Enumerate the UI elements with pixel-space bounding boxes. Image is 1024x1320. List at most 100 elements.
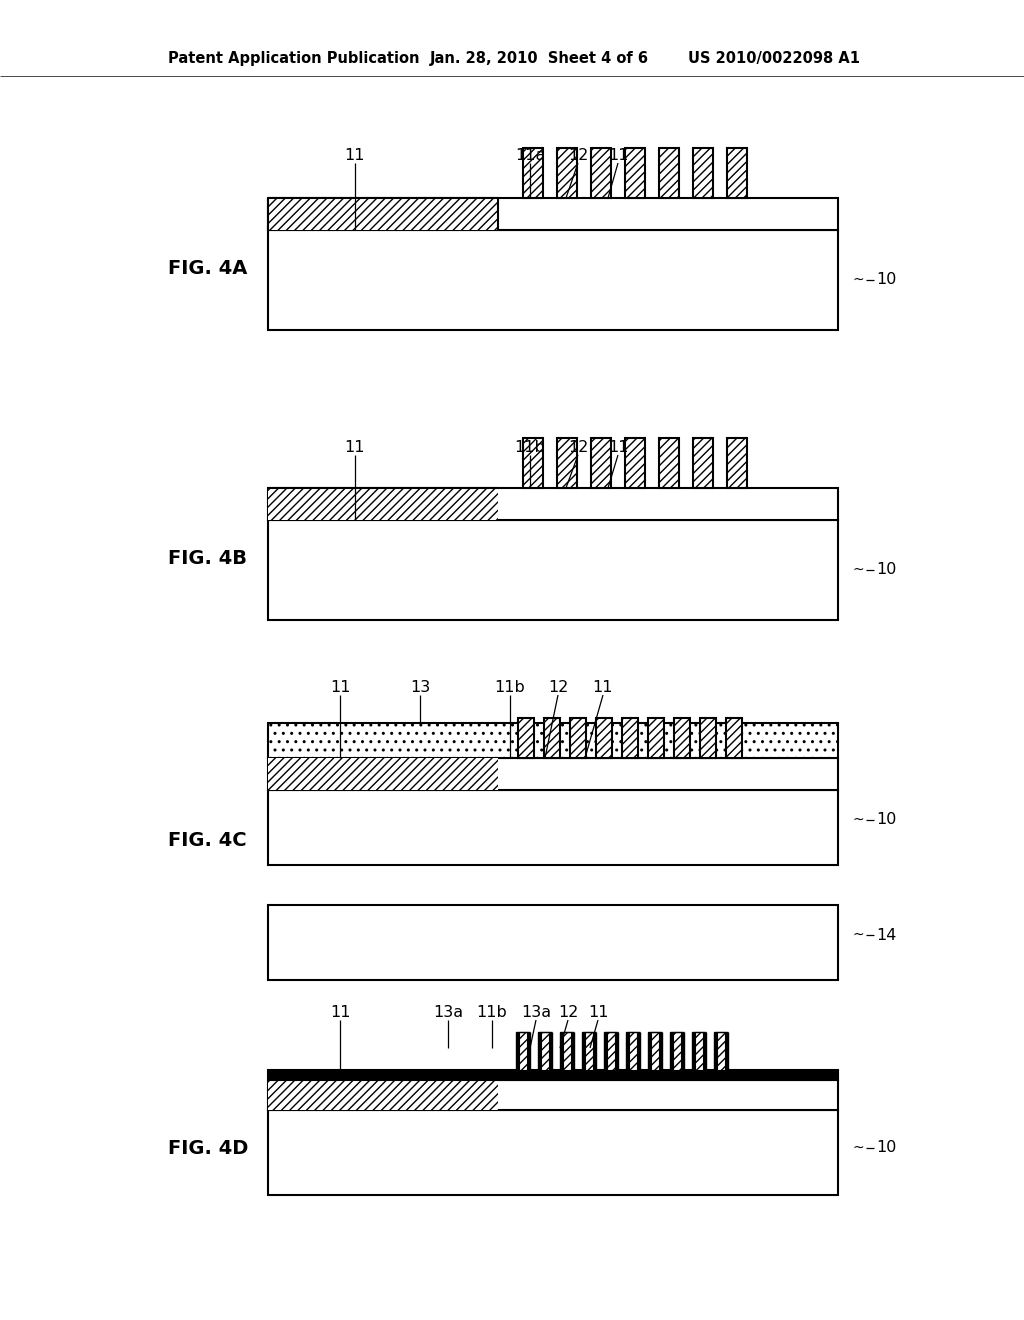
Bar	[700, 718, 716, 758]
Text: FIG. 4D: FIG. 4D	[168, 1138, 249, 1158]
Bar	[670, 1032, 673, 1071]
Bar	[268, 1110, 838, 1195]
Text: 11: 11	[588, 1005, 608, 1020]
Bar	[714, 1032, 717, 1071]
Bar	[591, 438, 611, 488]
Bar	[596, 718, 612, 758]
Bar	[268, 723, 838, 758]
Text: FIG. 4A: FIG. 4A	[168, 259, 248, 277]
Bar	[692, 1032, 695, 1071]
Text: 12: 12	[568, 440, 588, 455]
Bar	[659, 438, 679, 488]
Bar	[268, 198, 838, 230]
Bar	[519, 1032, 527, 1071]
Bar	[523, 148, 543, 198]
Bar	[268, 758, 838, 789]
Text: 12: 12	[548, 680, 568, 696]
Bar	[693, 148, 713, 198]
Text: 11a: 11a	[515, 148, 545, 162]
Bar	[673, 1032, 681, 1071]
Bar	[648, 1032, 651, 1071]
Bar	[717, 1032, 725, 1071]
Text: 14: 14	[876, 928, 896, 942]
Bar	[615, 1032, 618, 1071]
Text: 10: 10	[876, 562, 896, 578]
Bar	[674, 718, 690, 758]
Bar	[648, 718, 664, 758]
Text: ~: ~	[852, 813, 864, 828]
Bar	[703, 1032, 706, 1071]
Bar	[571, 1032, 574, 1071]
Text: 11: 11	[608, 440, 629, 455]
Bar	[725, 1032, 728, 1071]
Bar	[563, 1032, 571, 1071]
Bar	[541, 1032, 549, 1071]
Text: 13: 13	[410, 680, 430, 696]
Text: 11: 11	[345, 148, 366, 162]
Bar	[268, 488, 498, 520]
Bar	[268, 906, 838, 979]
Bar	[607, 1032, 615, 1071]
Text: 11b: 11b	[476, 1005, 507, 1020]
Text: 11b: 11b	[515, 440, 546, 455]
Text: Patent Application Publication: Patent Application Publication	[168, 50, 420, 66]
Text: 11: 11	[330, 1005, 350, 1020]
Bar	[582, 1032, 585, 1071]
Text: 11: 11	[345, 440, 366, 455]
Bar	[544, 718, 560, 758]
Text: 10: 10	[876, 813, 896, 828]
Text: ~: ~	[852, 928, 864, 942]
Bar	[622, 718, 638, 758]
Bar	[626, 1032, 629, 1071]
Bar	[625, 148, 645, 198]
Text: ~: ~	[852, 1140, 864, 1155]
Bar	[518, 718, 534, 758]
Text: ~: ~	[852, 564, 864, 577]
Bar	[591, 148, 611, 198]
Bar	[516, 1032, 519, 1071]
Bar	[268, 758, 498, 789]
Bar	[629, 1032, 637, 1071]
Bar	[268, 488, 838, 520]
Bar	[585, 1032, 593, 1071]
Bar	[268, 520, 838, 620]
Bar	[549, 1032, 552, 1071]
Text: FIG. 4C: FIG. 4C	[168, 830, 247, 850]
Bar	[727, 148, 746, 198]
Bar	[268, 1080, 498, 1110]
Text: 11: 11	[608, 148, 629, 162]
Bar	[637, 1032, 640, 1071]
Text: US 2010/0022098 A1: US 2010/0022098 A1	[688, 50, 860, 66]
Bar	[604, 1032, 607, 1071]
Bar	[268, 1080, 838, 1110]
Bar	[268, 230, 838, 330]
Bar	[570, 718, 586, 758]
Bar	[523, 438, 543, 488]
Bar	[557, 438, 577, 488]
Bar	[527, 1032, 530, 1071]
Bar	[695, 1032, 703, 1071]
Text: 13a: 13a	[433, 1005, 463, 1020]
Bar	[593, 1032, 596, 1071]
Bar	[268, 789, 838, 865]
Bar	[651, 1032, 659, 1071]
Bar	[681, 1032, 684, 1071]
Text: 10: 10	[876, 1140, 896, 1155]
Bar	[726, 718, 742, 758]
Bar	[659, 1032, 662, 1071]
Bar	[693, 438, 713, 488]
Text: FIG. 4B: FIG. 4B	[168, 549, 247, 568]
Text: 11: 11	[330, 680, 350, 696]
Bar	[625, 438, 645, 488]
Bar	[560, 1032, 563, 1071]
Text: 13a: 13a	[521, 1005, 551, 1020]
Text: 11: 11	[593, 680, 613, 696]
Bar	[538, 1032, 541, 1071]
Bar	[557, 148, 577, 198]
Bar	[659, 148, 679, 198]
Text: 11b: 11b	[495, 680, 525, 696]
Text: Jan. 28, 2010  Sheet 4 of 6: Jan. 28, 2010 Sheet 4 of 6	[430, 50, 649, 66]
Text: 12: 12	[558, 1005, 579, 1020]
Bar	[727, 438, 746, 488]
Text: 10: 10	[876, 272, 896, 288]
